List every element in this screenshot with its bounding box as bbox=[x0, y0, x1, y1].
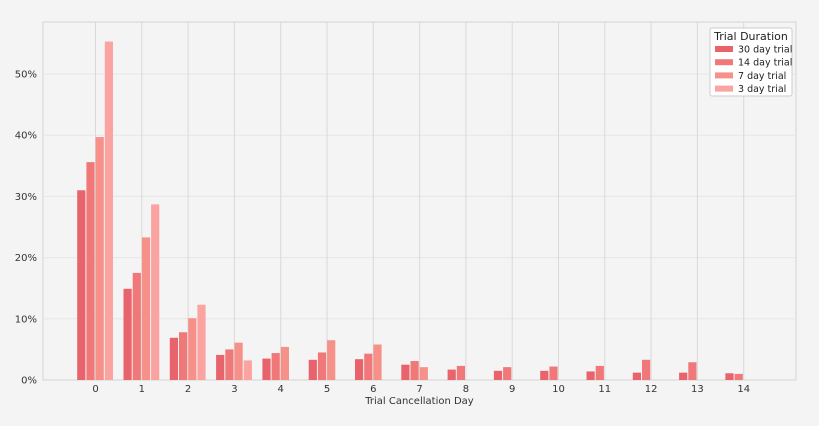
legend-swatch bbox=[715, 59, 733, 66]
bar bbox=[188, 318, 197, 380]
x-tick-label: 12 bbox=[645, 384, 658, 395]
y-axis: 0% 10% 20% 30% 40% 50% bbox=[15, 70, 37, 387]
x-tick-label: 2 bbox=[185, 384, 191, 395]
x-tick-label: 0 bbox=[92, 384, 98, 395]
bar bbox=[447, 369, 456, 380]
bar bbox=[595, 365, 604, 380]
bar bbox=[503, 367, 512, 380]
x-tick-label: 1 bbox=[139, 384, 145, 395]
bar bbox=[419, 367, 428, 380]
bar bbox=[104, 41, 113, 381]
bar bbox=[141, 237, 151, 380]
x-tick-label: 3 bbox=[231, 384, 237, 395]
bar bbox=[234, 342, 243, 380]
bar bbox=[355, 359, 364, 380]
bars bbox=[77, 41, 743, 381]
bar bbox=[77, 190, 86, 380]
y-tick-label: 40% bbox=[15, 131, 37, 142]
bar bbox=[401, 364, 410, 380]
legend-label: 3 day trial bbox=[738, 84, 786, 95]
bar bbox=[280, 346, 289, 380]
bar bbox=[225, 349, 234, 380]
bar bbox=[642, 359, 651, 380]
bar bbox=[549, 366, 558, 380]
x-tick-label: 6 bbox=[370, 384, 376, 395]
bar bbox=[179, 332, 188, 380]
y-tick-label: 50% bbox=[15, 70, 37, 81]
x-axis-label: Trial Cancellation Day bbox=[364, 396, 474, 407]
legend-label: 14 day trial bbox=[738, 58, 792, 69]
bar bbox=[734, 373, 743, 380]
legend-title: Trial Duration bbox=[713, 30, 788, 43]
legend: Trial Duration 30 day trial 14 day trial 7… bbox=[709, 27, 793, 97]
bar bbox=[95, 137, 104, 380]
y-tick-label: 30% bbox=[15, 192, 37, 203]
grid bbox=[43, 22, 796, 380]
bar bbox=[540, 370, 549, 380]
bar bbox=[243, 360, 252, 380]
bar bbox=[327, 340, 336, 380]
bar bbox=[151, 204, 160, 380]
x-tick-label: 11 bbox=[598, 384, 611, 395]
bar bbox=[373, 344, 382, 380]
legend-box bbox=[709, 27, 793, 97]
legend-swatch bbox=[715, 46, 733, 52]
x-tick-label: 7 bbox=[416, 384, 422, 395]
legend-swatch bbox=[715, 85, 733, 92]
legend-items: 30 day trial 14 day trial 7 day trial 3 day… bbox=[715, 45, 792, 95]
bar bbox=[725, 373, 734, 380]
bar bbox=[410, 361, 419, 380]
legend-label: 7 day trial bbox=[738, 71, 786, 82]
y-tick-label: 10% bbox=[15, 314, 37, 325]
bar bbox=[262, 358, 271, 380]
bar bbox=[317, 352, 327, 380]
x-tick-label: 8 bbox=[463, 384, 469, 395]
x-axis: 0 1 2 3 4 5 6 7 8 9 10 11 12 13 14 bbox=[92, 384, 750, 395]
x-tick-label: 4 bbox=[278, 384, 284, 395]
x-tick-label: 5 bbox=[324, 384, 330, 395]
bar bbox=[456, 365, 465, 380]
x-tick-label: 14 bbox=[737, 384, 750, 395]
bar bbox=[169, 337, 178, 380]
bar bbox=[123, 288, 132, 380]
bar bbox=[586, 371, 595, 380]
legend-swatch bbox=[715, 72, 733, 79]
x-tick-label: 13 bbox=[691, 384, 704, 395]
bar bbox=[216, 354, 225, 380]
bar bbox=[632, 372, 641, 380]
bar bbox=[86, 162, 95, 380]
bar bbox=[364, 353, 373, 380]
bar bbox=[308, 359, 317, 380]
bar bbox=[679, 372, 688, 380]
bar bbox=[688, 362, 697, 380]
x-tick-label: 10 bbox=[552, 384, 565, 395]
x-tick-label: 9 bbox=[509, 384, 515, 395]
bar bbox=[197, 304, 206, 380]
y-tick-label: 0% bbox=[21, 376, 37, 387]
bar bbox=[271, 353, 280, 380]
y-tick-label: 20% bbox=[15, 253, 37, 264]
bar bbox=[132, 272, 141, 380]
bar bbox=[493, 370, 503, 380]
legend-label: 30 day trial bbox=[738, 45, 792, 56]
